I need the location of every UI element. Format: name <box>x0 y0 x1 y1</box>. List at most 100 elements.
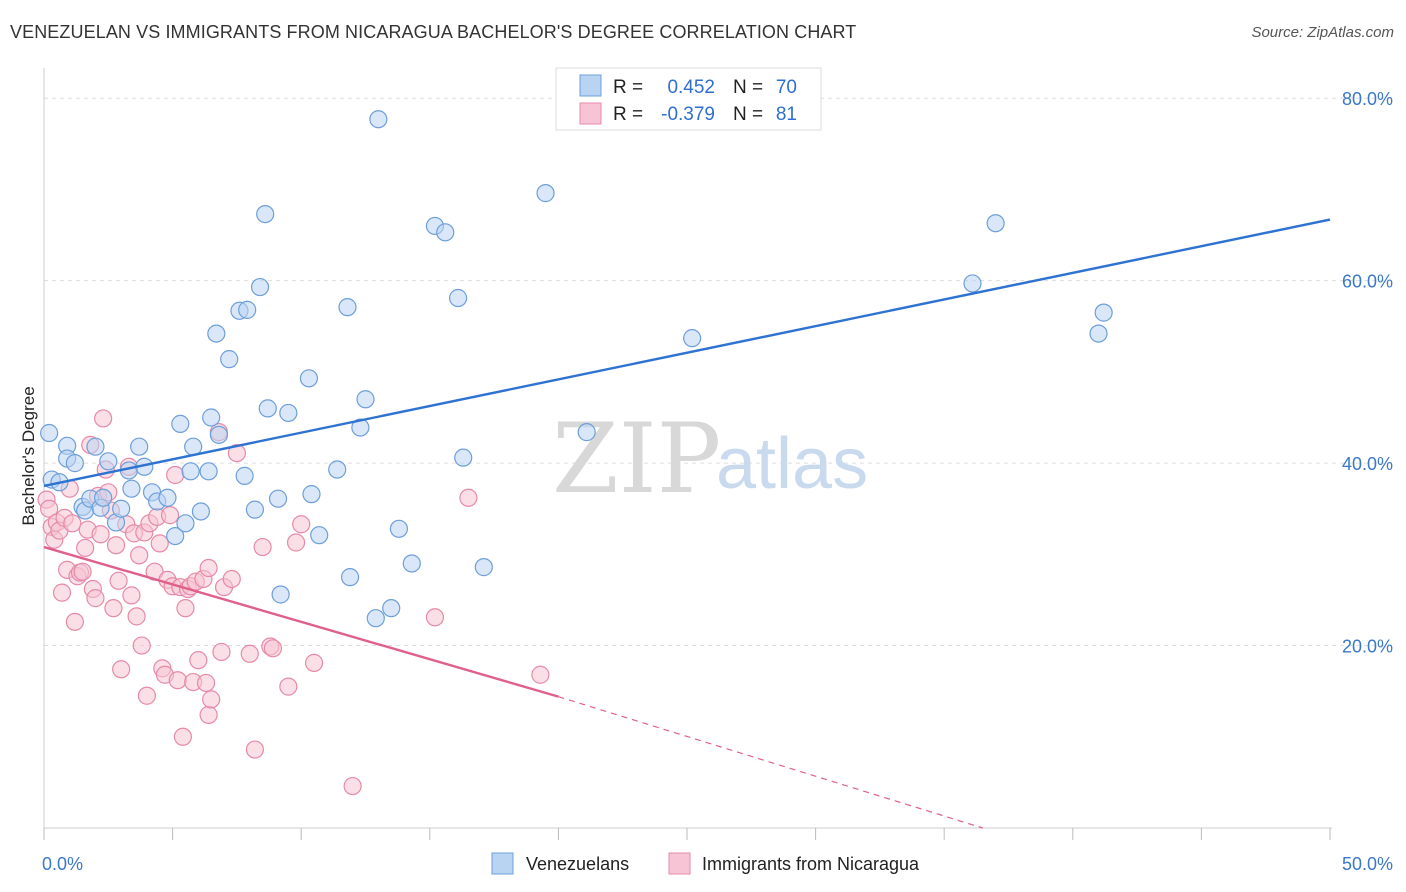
nicaragua-point <box>286 533 306 552</box>
nicaragua-point <box>127 607 146 626</box>
nicaragua-point <box>459 488 478 507</box>
venezuelan-point <box>250 277 270 297</box>
venezuelan-point <box>338 298 357 317</box>
y-tick-label: 60.0% <box>1342 272 1393 292</box>
venezuelan-point <box>683 329 702 348</box>
nicaragua-point <box>104 599 123 618</box>
venezuelan-trend-line <box>43 218 1331 488</box>
nicaragua-point <box>106 536 126 555</box>
nicaragua-point <box>130 546 149 565</box>
nicaragua-point <box>199 558 218 578</box>
legend-bottom: Venezuelans Immigrants from Nicaragua <box>491 852 920 875</box>
legend-r-label-0: R = <box>613 77 643 98</box>
nicaragua-point <box>76 538 95 558</box>
venezuelan-point <box>94 488 113 507</box>
nicaragua-point <box>212 642 231 662</box>
y-tick-labels: 20.0% 40.0% 60.0% 80.0% <box>1342 89 1393 656</box>
trend-lines <box>43 218 1331 829</box>
venezuelan-point <box>256 204 275 224</box>
bottom-legend-swatch-nicaragua <box>668 852 691 875</box>
nicaragua-point <box>263 639 283 658</box>
x-tick-label-min: 0.0% <box>42 854 83 874</box>
bottom-legend-label-venezuelans: Venezuelans <box>526 854 629 874</box>
nicaragua-point <box>196 673 216 693</box>
venezuelan-point <box>245 500 265 519</box>
nicaragua-point <box>65 612 84 631</box>
venezuelan-point <box>130 437 149 456</box>
nicaragua-trend-line <box>43 545 559 698</box>
nicaragua-point <box>91 525 110 544</box>
venezuelan-point <box>199 462 218 481</box>
y-axis-title: Bachelor's Degree <box>19 386 38 525</box>
nicaragua-point <box>531 665 550 684</box>
venezuelan-point <box>369 110 388 129</box>
nicaragua-point <box>222 569 241 589</box>
nicaragua-point <box>227 443 246 463</box>
venezuelan-point <box>402 554 421 573</box>
venezuelan-point <box>474 558 493 577</box>
bottom-legend-label-nicaragua: Immigrants from Nicaragua <box>702 854 920 874</box>
nicaragua-point <box>189 651 208 670</box>
nicaragua-point <box>40 499 59 518</box>
watermark-atlas: atlas <box>716 424 868 504</box>
nicaragua-point <box>199 705 218 724</box>
venezuelan-point <box>536 184 555 203</box>
venezuelan-point <box>112 499 131 518</box>
legend-swatch-nicaragua <box>579 102 602 125</box>
venezuelan-point <box>271 585 290 604</box>
venezuelan-point <box>986 214 1005 233</box>
legend-n-label-1: N = <box>733 104 763 125</box>
venezuelan-point <box>40 423 59 443</box>
nicaragua-trend-extension <box>558 696 983 829</box>
legend-n-value-1: 81 <box>776 104 797 125</box>
nicaragua-point <box>150 534 169 553</box>
nicaragua-point <box>109 571 128 590</box>
nicaragua-point <box>132 636 151 655</box>
venezuelan-point <box>454 448 473 467</box>
venezuelan-point <box>268 489 288 508</box>
venezuelan-point <box>158 488 177 507</box>
venezuelan-points <box>40 110 1113 628</box>
nicaragua-point <box>52 583 72 602</box>
nicaragua-point <box>176 599 195 618</box>
venezuelan-point <box>366 609 385 628</box>
legend-r-label-1: R = <box>613 104 643 125</box>
venezuelan-point <box>436 223 455 242</box>
nicaragua-point <box>425 608 445 627</box>
venezuelan-point <box>235 466 254 485</box>
venezuelan-point <box>171 414 190 433</box>
y-tick-label: 80.0% <box>1342 89 1393 109</box>
legend-r-value-0: 0.452 <box>667 77 715 98</box>
nicaragua-point <box>168 671 187 690</box>
source-credit: Source: ZipAtlas.com <box>1251 24 1394 41</box>
y-tick-label: 40.0% <box>1342 454 1393 474</box>
venezuelan-point <box>86 437 105 456</box>
venezuelan-point <box>351 418 370 437</box>
nicaragua-point <box>173 727 192 746</box>
venezuelan-point <box>258 399 277 418</box>
nicaragua-point <box>160 506 180 525</box>
venezuelan-point <box>299 369 319 388</box>
venezuelan-point <box>65 454 84 473</box>
legend-n-value-0: 70 <box>776 77 797 98</box>
legend-r-value-1: -0.379 <box>661 104 715 125</box>
axis-layer <box>43 68 1332 840</box>
venezuelan-point <box>382 599 401 618</box>
nicaragua-point <box>137 686 156 705</box>
venezuelan-point <box>356 390 375 409</box>
venezuelan-point <box>1089 324 1108 343</box>
nicaragua-point <box>94 409 113 428</box>
venezuelan-point <box>389 519 409 538</box>
venezuelan-point <box>166 526 185 546</box>
legend-swatch-venezuelans <box>579 74 602 97</box>
x-tick-label-max: 50.0% <box>1342 854 1393 874</box>
venezuelan-point <box>207 324 226 343</box>
nicaragua-point <box>122 586 141 605</box>
venezuelan-point <box>191 502 210 521</box>
venezuelan-point <box>577 423 596 442</box>
nicaragua-point <box>245 740 265 759</box>
venezuelan-point <box>340 568 360 587</box>
watermark: ZIP atlas <box>552 403 868 515</box>
venezuelan-point <box>99 452 118 471</box>
